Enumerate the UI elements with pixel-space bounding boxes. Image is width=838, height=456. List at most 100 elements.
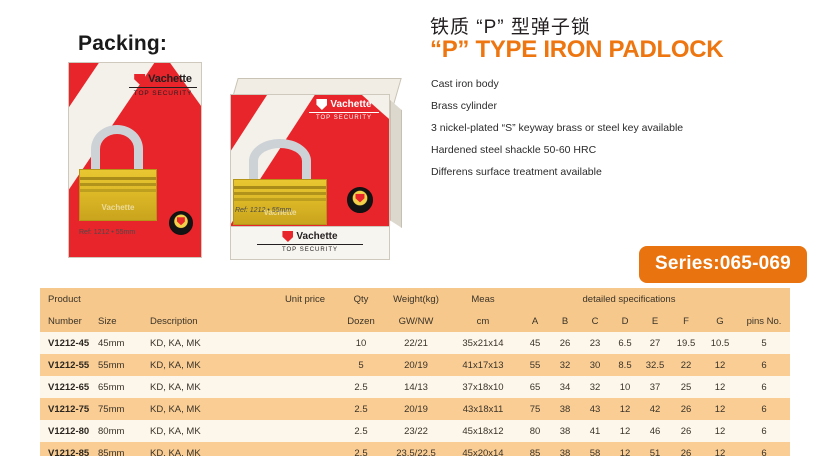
- quality-seal-icon: [347, 187, 373, 213]
- padlock-body: Vachette: [79, 169, 157, 221]
- col-pins-l1: [738, 288, 790, 310]
- carton-divider: [309, 112, 379, 113]
- cell-weight: 20/19: [404, 403, 428, 415]
- cell-spec-e: 37: [649, 381, 661, 393]
- col-qty-l1: Qty: [353, 293, 369, 305]
- col-meas-l1: Meas: [471, 293, 495, 305]
- cell-spec-d: 10: [619, 381, 631, 393]
- cell-spec-b: 38: [559, 403, 571, 415]
- col-spec-e: E: [651, 315, 659, 327]
- title-chinese: 铁质 “P” 型弹子锁: [430, 17, 591, 38]
- cell-meas: 45x18x12: [462, 425, 504, 437]
- table-header-row-2: Number Size Description Dozen GW/NW cm A…: [40, 310, 790, 332]
- cell-meas: 43x18x11: [462, 403, 504, 415]
- cell-spec-g: 12: [714, 447, 726, 456]
- cell-spec-g: 12: [714, 425, 726, 437]
- cell-spec-c: 58: [589, 447, 601, 456]
- col-unit-price-l2: [274, 310, 336, 332]
- col-size-l1: [98, 288, 150, 310]
- table-row: V1212-75 75mm KD, KA, MK 2.5 20/19 43x18x11 75…: [40, 398, 790, 420]
- cell-product-number: V1212-55: [48, 359, 90, 371]
- cell-spec-c: 23: [589, 337, 601, 349]
- col-spec-c: C: [591, 315, 599, 327]
- cell-spec-g: 10.5: [710, 337, 730, 349]
- cell-spec-c: 30: [589, 359, 601, 371]
- cell-product-number: V1212-80: [48, 425, 90, 437]
- cell-pins: 6: [761, 381, 767, 393]
- cell-spec-f: 25: [680, 381, 692, 393]
- cell-spec-e: 32.5: [645, 359, 665, 371]
- cell-unit-price: [274, 420, 336, 442]
- col-pins-l2: pins No.: [746, 315, 782, 327]
- col-spec-a: A: [531, 315, 539, 327]
- col-weight-l1: Weight(kg): [393, 293, 439, 305]
- col-qty-l2: Dozen: [347, 315, 375, 327]
- cell-size: 75mm: [98, 403, 125, 415]
- cell-description: KD, KA, MK: [150, 381, 201, 393]
- cell-spec-a: 80: [529, 425, 541, 437]
- cell-spec-c: 32: [589, 381, 601, 393]
- feature-item: Cast iron body: [431, 78, 499, 90]
- cell-spec-a: 75: [529, 403, 541, 415]
- cell-spec-b: 32: [559, 359, 571, 371]
- cell-spec-d: 12: [619, 403, 631, 415]
- cell-weight: 23/22: [404, 425, 428, 437]
- cell-meas: 37x18x10: [462, 381, 504, 393]
- feature-item: Hardened steel shackle 50-60 HRC: [431, 144, 597, 156]
- feature-item: Differens surface treatment available: [431, 166, 602, 178]
- vachette-shield-icon: [134, 73, 146, 85]
- cell-size: 65mm: [98, 381, 125, 393]
- cell-pins: 5: [761, 337, 767, 349]
- cell-weight: 23.5/22.5: [396, 447, 436, 456]
- cell-unit-price: [274, 398, 336, 420]
- series-badge: Series:065-069: [639, 246, 807, 283]
- cell-spec-c: 41: [589, 425, 601, 437]
- cell-qty-dozen: 2.5: [354, 381, 368, 393]
- col-spec-f: F: [683, 315, 689, 327]
- carton-side-panel: [390, 100, 402, 228]
- cell-spec-b: 26: [559, 337, 571, 349]
- col-description-l2: Description: [150, 315, 198, 327]
- cell-spec-b: 38: [559, 425, 571, 437]
- padlock-body: Vachette: [233, 179, 327, 225]
- cell-size: 45mm: [98, 337, 125, 349]
- cell-unit-price: [274, 332, 336, 354]
- cell-spec-b: 34: [559, 381, 571, 393]
- cell-size: 85mm: [98, 447, 125, 456]
- carton-brand-label: Vachette: [330, 99, 372, 110]
- cell-product-number: V1212-45: [48, 337, 90, 349]
- padlock-shackle: [249, 139, 311, 183]
- padlock-brand-label: Vachette: [101, 203, 135, 212]
- table-header-row-1: Product Unit price Qty Weight(kg) Meas d…: [40, 288, 790, 310]
- col-group-detailed-specifications: detailed specifications: [582, 293, 676, 305]
- table-row: V1212-65 65mm KD, KA, MK 2.5 14/13 37x18x10 65…: [40, 376, 790, 398]
- cell-description: KD, KA, MK: [150, 447, 201, 456]
- cell-product-number: V1212-65: [48, 381, 90, 393]
- cell-spec-e: 27: [649, 337, 661, 349]
- cell-spec-f: 26: [680, 403, 692, 415]
- blister-tagline: TOP SECURITY: [133, 90, 193, 97]
- blister-logo: Vachette TOP SECURITY: [125, 73, 201, 97]
- cell-product-number: V1212-85: [48, 447, 90, 456]
- cell-spec-c: 43: [589, 403, 601, 415]
- cell-meas: 41x17x13: [462, 359, 504, 371]
- col-product-number-l2: Number: [48, 315, 82, 327]
- padlock-shackle: [91, 125, 143, 173]
- title-english: “P” TYPE IRON PADLOCK: [430, 36, 724, 63]
- cell-pins: 6: [761, 359, 767, 371]
- cell-pins: 6: [761, 403, 767, 415]
- cell-pins: 6: [761, 425, 767, 437]
- cell-spec-b: 38: [559, 447, 571, 456]
- packing-heading: Packing:: [78, 32, 168, 55]
- table-head: Product Unit price Qty Weight(kg) Meas d…: [40, 288, 790, 332]
- cell-product-number: V1212-75: [48, 403, 90, 415]
- cell-spec-g: 12: [714, 381, 726, 393]
- cell-spec-a: 45: [529, 337, 541, 349]
- cell-spec-d: 12: [619, 425, 631, 437]
- cell-meas: 35x21x14: [462, 337, 504, 349]
- blister-divider: [129, 87, 197, 88]
- vachette-shield-icon: [316, 99, 328, 110]
- carton-front-face: Vachette TOP SECURITY Vachette Ref: 1212…: [230, 94, 390, 228]
- col-weight-l2: GW/NW: [398, 315, 434, 327]
